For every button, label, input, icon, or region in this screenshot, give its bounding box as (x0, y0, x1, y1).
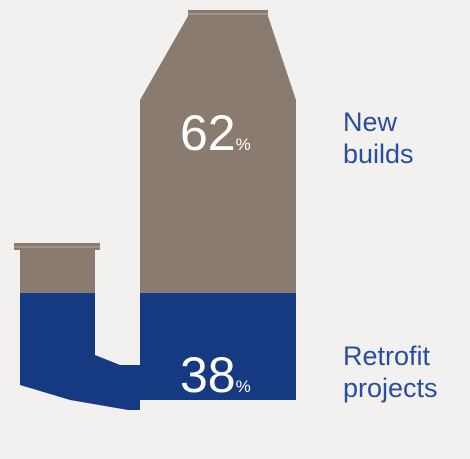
segment (20, 292, 296, 410)
value-unit: % (236, 377, 251, 396)
value-unit: % (236, 135, 251, 154)
value-label: 62% (180, 105, 251, 161)
segment (14, 10, 296, 293)
value-label: 38% (180, 347, 251, 403)
value-number: 62 (180, 105, 236, 161)
value-number: 38 (180, 347, 236, 403)
legend-label: Retrofit projects (343, 341, 438, 403)
legend-label: New builds (343, 107, 414, 169)
